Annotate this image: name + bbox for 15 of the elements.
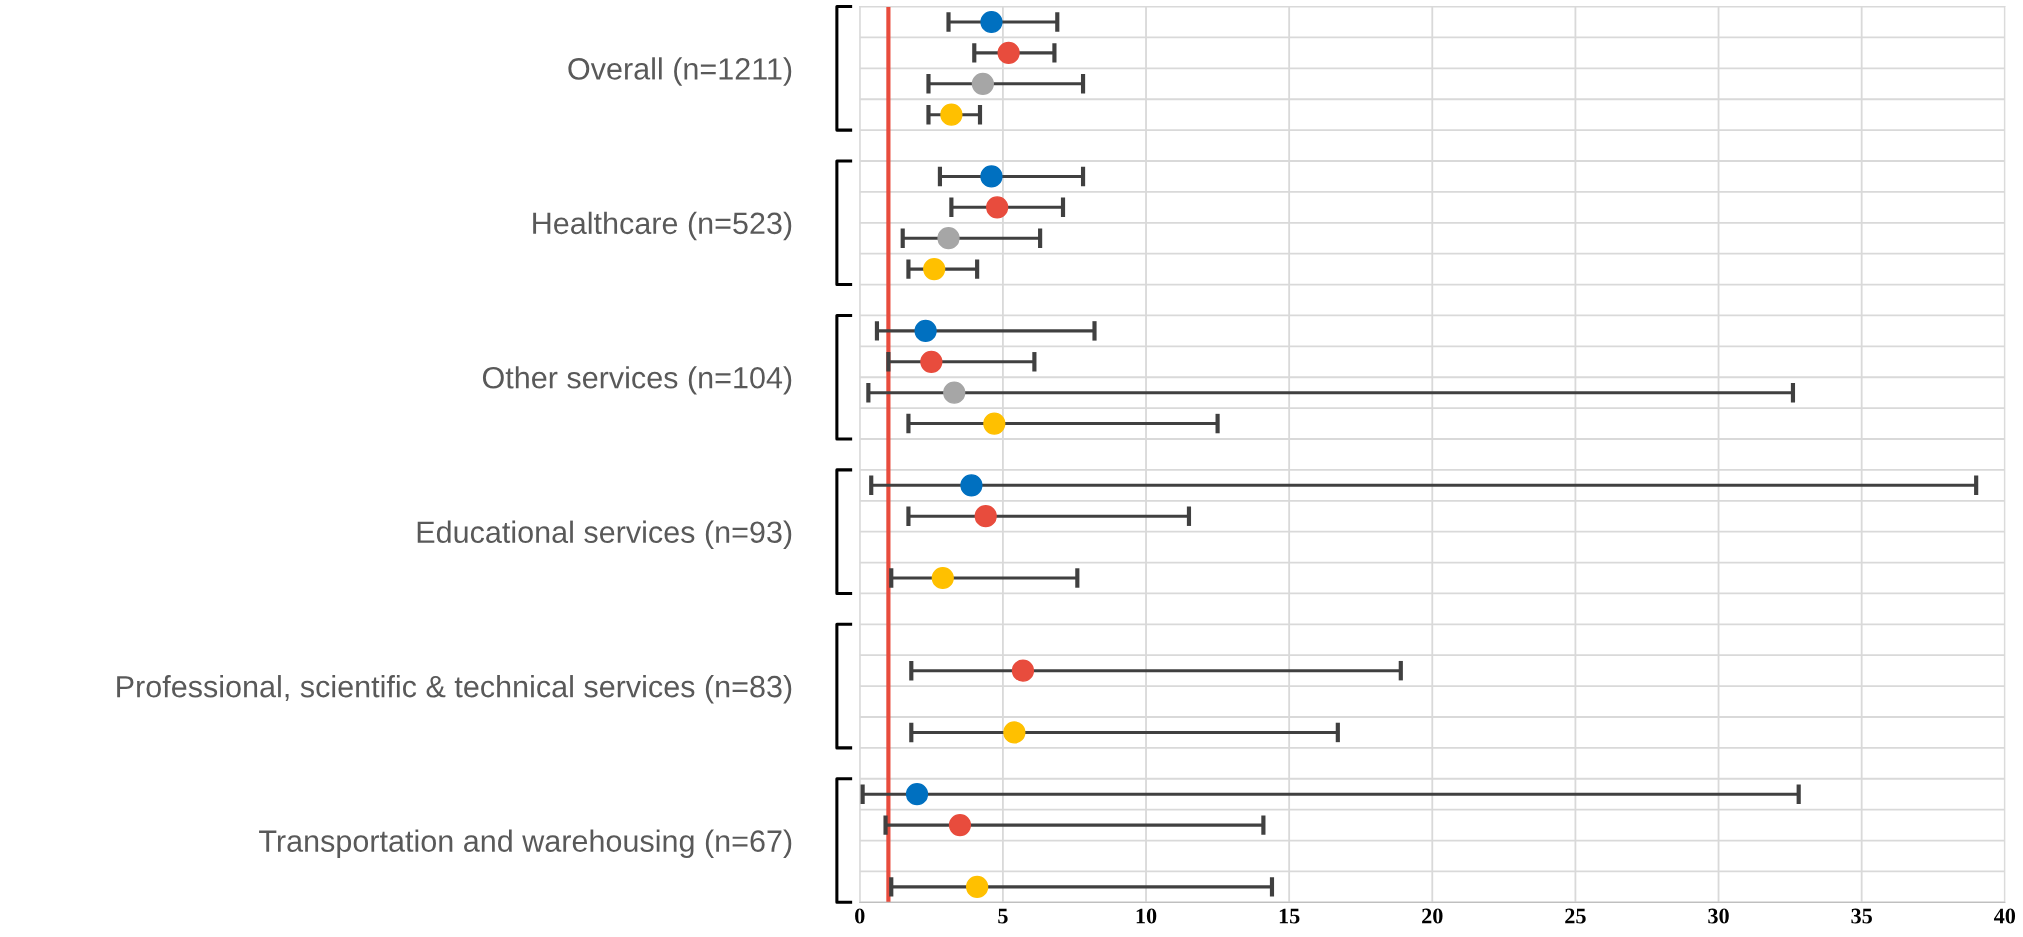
y-tick-label: Professional, scientific & technical services (n=83) [117, 675, 792, 704]
y-tick-label: Healthcare (n=523) [533, 211, 792, 241]
x-tick-label: 40 [1993, 908, 2016, 924]
y-tick-label: Other services (n=104) [482, 366, 792, 395]
x-tick-label: 0 [855, 908, 865, 924]
x-tick-label: 5 [998, 908, 1008, 924]
x-tick-label: 20 [1422, 908, 1443, 924]
x-tick-label: 10 [1136, 908, 1157, 924]
y-tick-label: Overall (n=1211) [568, 57, 792, 86]
y-tick-label: Educational services (n=93) [417, 520, 792, 550]
x-tick-label: 15 [1279, 908, 1300, 924]
x-tick-label: 30 [1708, 908, 1729, 924]
y-tick-label: Transportation and warehousing (n=67) [259, 829, 792, 858]
x-tick-label: 35 [1851, 908, 1872, 924]
x-tick-label: 25 [1565, 908, 1586, 924]
